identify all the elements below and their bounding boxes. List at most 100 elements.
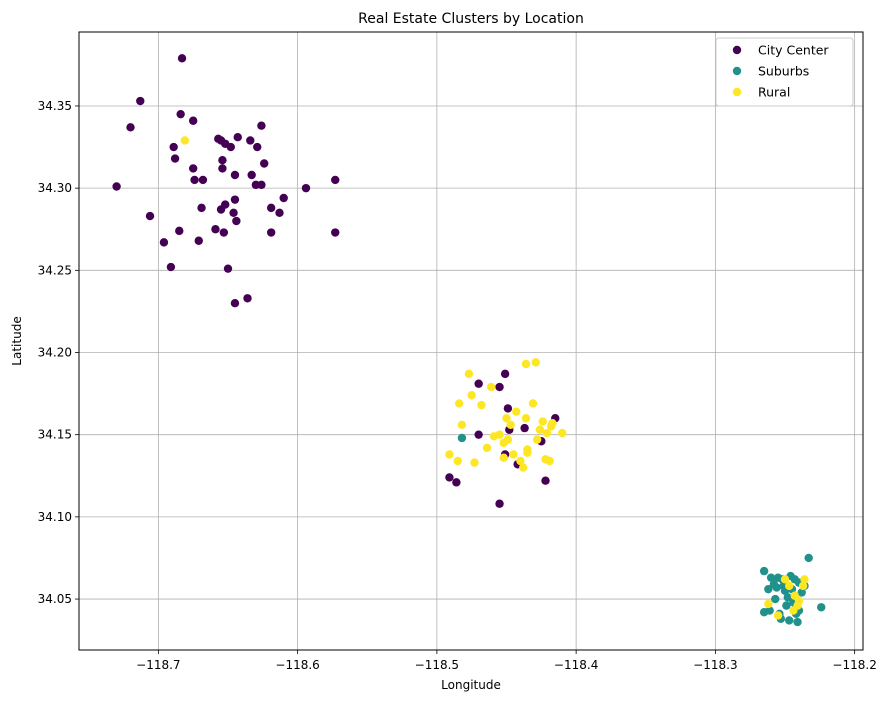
data-point-city-center	[112, 182, 121, 191]
data-point-city-center	[474, 379, 483, 388]
data-point-rural	[506, 420, 515, 430]
data-point-city-center	[266, 228, 276, 237]
data-point-rural	[780, 575, 790, 584]
y-tick-label: 34.15	[38, 428, 72, 442]
data-point-rural	[495, 430, 504, 439]
data-point-city-center	[188, 164, 198, 173]
data-point-city-center	[170, 154, 180, 163]
data-point-city-center	[331, 175, 340, 185]
data-point-city-center	[500, 369, 510, 379]
data-point-rural	[773, 611, 783, 620]
data-point-city-center	[495, 499, 504, 508]
data-point-city-center	[223, 264, 233, 273]
data-point-rural	[800, 575, 809, 584]
data-point-rural	[548, 418, 557, 428]
data-point-rural	[521, 359, 531, 369]
data-point-rural	[558, 428, 567, 438]
data-point-city-center	[541, 476, 550, 485]
data-point-rural	[523, 448, 532, 457]
data-point-city-center	[194, 236, 203, 245]
data-point-city-center	[247, 170, 256, 180]
legend-marker-suburbs	[732, 66, 742, 76]
data-point-suburbs	[766, 573, 776, 582]
data-point-city-center	[226, 142, 235, 152]
y-tick-label: 34.20	[38, 346, 72, 360]
data-point-city-center	[218, 164, 227, 173]
data-point-rural	[503, 435, 513, 444]
data-point-suburbs	[457, 433, 467, 443]
data-point-suburbs	[772, 583, 781, 592]
data-point-city-center	[221, 200, 230, 209]
data-point-city-center	[175, 226, 184, 236]
data-point-rural	[794, 596, 804, 605]
y-tick-label: 34.10	[38, 510, 72, 524]
x-tick-label: −118.5	[415, 658, 459, 672]
data-point-city-center	[166, 262, 176, 272]
data-point-city-center	[190, 175, 199, 185]
data-point-suburbs	[793, 617, 802, 627]
data-point-suburbs	[817, 603, 826, 612]
legend-label-suburbs: Suburbs	[758, 64, 809, 79]
data-point-rural	[528, 399, 538, 408]
data-point-rural	[509, 450, 518, 459]
legend-label-rural: Rural	[758, 85, 790, 100]
x-tick-label: −118.2	[832, 658, 876, 672]
data-point-rural	[457, 420, 467, 430]
legend-box	[715, 37, 854, 107]
data-point-rural	[445, 450, 454, 459]
chart-title: Real Estate Clusters by Location	[358, 11, 584, 27]
data-point-city-center	[218, 156, 227, 165]
data-point-city-center	[233, 132, 242, 142]
data-point-city-center	[445, 473, 454, 482]
data-point-city-center	[188, 116, 198, 125]
data-point-city-center	[126, 123, 135, 132]
data-point-city-center	[219, 228, 229, 237]
y-axis-label: Latitude	[10, 316, 24, 365]
y-tick-label: 34.05	[38, 592, 72, 606]
data-point-rural	[784, 581, 794, 591]
data-point-suburbs	[804, 553, 813, 563]
data-point-rural	[454, 399, 464, 408]
data-point-rural	[180, 136, 190, 145]
data-point-city-center	[452, 478, 461, 487]
axis-ticks: −118.7 −118.6 −118.5 −118.4 −118.3 −118.2 34.0…	[38, 99, 877, 672]
plot-frame	[78, 31, 864, 651]
data-point-city-center	[211, 225, 220, 234]
data-point-city-center	[520, 423, 529, 433]
data-point-city-center	[279, 193, 288, 203]
x-axis-label: Longitude	[441, 678, 501, 692]
data-point-city-center	[257, 121, 266, 130]
legend-marker-rural	[732, 87, 742, 97]
data-point-rural	[531, 358, 540, 367]
data-point-rural	[464, 369, 474, 379]
data-point-suburbs	[797, 588, 806, 597]
data-point-city-center	[229, 208, 238, 217]
legend: City Center Suburbs Rural	[715, 37, 854, 107]
x-tick-label: −118.7	[136, 658, 180, 672]
data-point-city-center	[145, 211, 155, 221]
x-tick-label: −118.3	[693, 658, 737, 672]
data-point-rural	[499, 453, 508, 462]
data-point-rural	[542, 428, 552, 438]
data-point-city-center	[275, 208, 284, 217]
data-point-rural	[532, 435, 542, 444]
data-point-suburbs	[764, 584, 773, 594]
data-point-city-center	[266, 203, 276, 213]
data-point-suburbs	[782, 601, 791, 610]
data-point-rural	[486, 382, 496, 392]
data-point-rural	[538, 417, 547, 426]
data-point-city-center	[253, 142, 262, 152]
data-point-rural	[512, 407, 521, 416]
y-tick-label: 34.25	[38, 263, 72, 277]
data-point-city-center	[230, 298, 240, 308]
data-point-rural	[764, 599, 773, 609]
data-point-rural	[798, 581, 808, 591]
data-point-city-center	[257, 180, 266, 190]
data-point-city-center	[230, 170, 240, 180]
data-point-suburbs	[765, 606, 774, 615]
data-point-city-center	[136, 96, 145, 106]
data-point-city-center	[495, 382, 504, 392]
grid-lines	[79, 32, 863, 650]
legend-marker-city-center	[732, 45, 742, 55]
